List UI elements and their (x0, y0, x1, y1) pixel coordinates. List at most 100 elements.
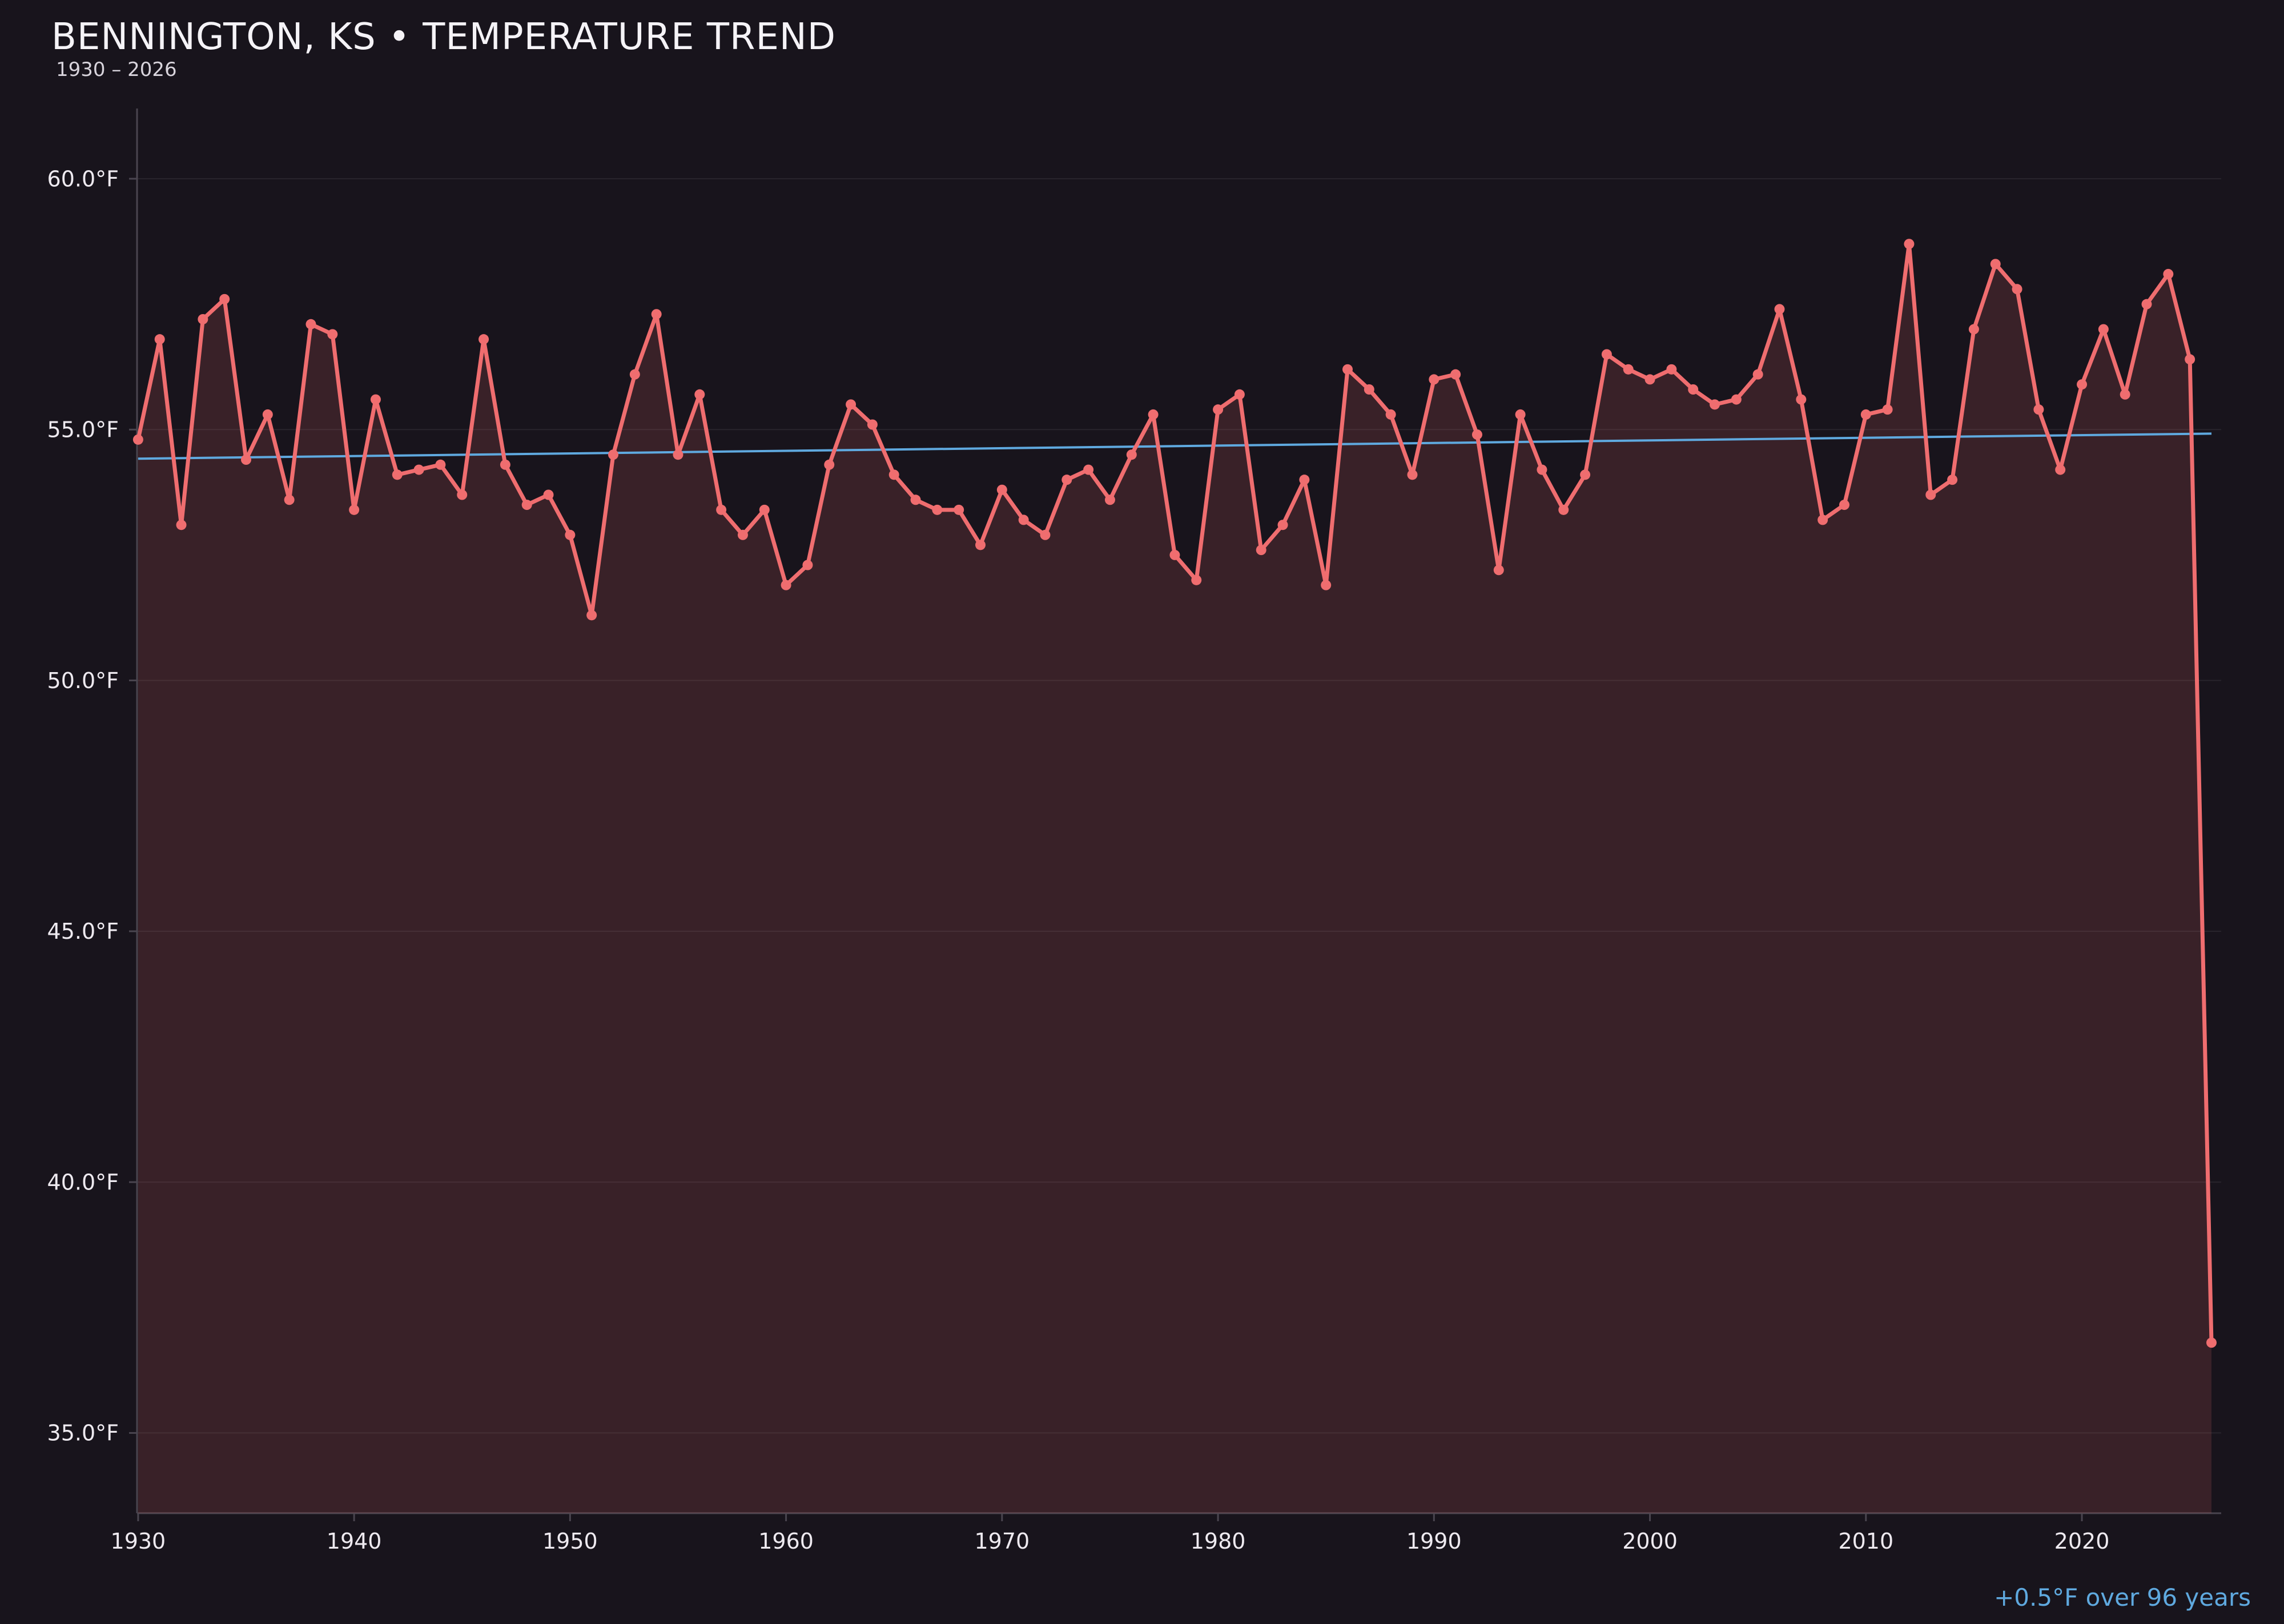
y-tick-label: 45.0°F (47, 919, 119, 944)
data-point (565, 529, 576, 540)
data-point (2098, 324, 2109, 335)
x-tick-label: 1930 (111, 1529, 166, 1554)
data-point (1731, 394, 1742, 405)
data-point (1321, 580, 1332, 590)
data-point (975, 540, 986, 550)
data-point (651, 309, 662, 320)
data-point (716, 504, 727, 515)
data-point (888, 469, 899, 480)
x-tick-label: 2020 (2054, 1529, 2110, 1554)
data-point (1450, 369, 1461, 380)
data-point (867, 419, 878, 430)
data-point (132, 434, 143, 445)
trend-annotation: +0.5°F over 96 years (1994, 1583, 2251, 1611)
data-point (2163, 268, 2174, 279)
x-tick-label: 1950 (542, 1529, 598, 1554)
y-tick-label: 55.0°F (47, 417, 119, 443)
data-point (154, 334, 165, 345)
data-point (910, 495, 921, 505)
data-point (1040, 529, 1051, 540)
x-tick-label: 1940 (327, 1529, 382, 1554)
data-point (1364, 384, 1374, 395)
data-point (1018, 514, 1029, 525)
data-point (176, 520, 187, 530)
data-point (1817, 514, 1828, 525)
data-point (954, 504, 964, 515)
data-point (2206, 1337, 2217, 1348)
data-point (1601, 349, 1612, 360)
data-point (1580, 469, 1591, 480)
data-point (543, 489, 554, 500)
data-point (478, 334, 489, 345)
data-point (284, 495, 295, 505)
data-point (2055, 464, 2066, 475)
data-point (586, 610, 597, 621)
data-point (327, 329, 338, 340)
data-point (1083, 464, 1094, 475)
data-point (608, 449, 619, 460)
data-point (1644, 374, 1655, 385)
data-point (2077, 379, 2088, 390)
data-point (349, 504, 360, 515)
data-point (2012, 284, 2022, 295)
data-point (1904, 239, 1915, 250)
data-point (1213, 404, 1224, 415)
x-tick-label: 1960 (758, 1529, 814, 1554)
data-point (673, 449, 683, 460)
y-tick-label: 60.0°F (47, 166, 119, 191)
data-point (846, 399, 856, 410)
data-point (1947, 475, 1958, 485)
data-point (1839, 500, 1849, 510)
data-point (219, 294, 230, 304)
y-tick-label: 50.0°F (47, 668, 119, 693)
data-point (1104, 495, 1115, 505)
data-point (1429, 374, 1439, 385)
data-point (1148, 409, 1159, 420)
x-tick-label: 1970 (974, 1529, 1030, 1554)
data-point (1407, 469, 1418, 480)
data-point (457, 489, 468, 500)
data-point (2141, 299, 2152, 309)
x-tick-label: 1990 (1406, 1529, 1462, 1554)
data-point (629, 369, 640, 380)
data-point (737, 529, 748, 540)
data-point (996, 484, 1007, 495)
y-tick-label: 35.0°F (47, 1421, 119, 1446)
data-point (1385, 409, 1396, 420)
data-point (2120, 389, 2130, 400)
data-point (1537, 464, 1547, 475)
data-point (1752, 369, 1763, 380)
chart-header: BENNINGTON, KS • TEMPERATURE TREND 1930 … (51, 16, 837, 82)
area-fill (138, 244, 2211, 1513)
data-point (370, 394, 381, 405)
data-point (262, 409, 273, 420)
data-point (1126, 449, 1137, 460)
data-point (1990, 259, 2001, 270)
data-point (413, 464, 424, 475)
data-point (1061, 475, 1072, 485)
data-point (1710, 399, 1720, 410)
data-point (824, 459, 835, 470)
data-point (1515, 409, 1526, 420)
data-point (2033, 404, 2044, 415)
data-point (521, 500, 532, 510)
data-point (1558, 504, 1569, 515)
data-point (1774, 304, 1785, 315)
data-point (694, 389, 705, 400)
data-point (1968, 324, 1979, 335)
data-point (1925, 489, 1936, 500)
chart-subtitle: 1930 – 2026 (56, 58, 177, 82)
data-point (1342, 364, 1353, 375)
data-point (1191, 574, 1202, 585)
data-point (802, 560, 813, 570)
x-tick-label: 1980 (1191, 1529, 1246, 1554)
data-point (435, 459, 446, 470)
data-point (1169, 549, 1180, 560)
chart-title: BENNINGTON, KS • TEMPERATURE TREND (51, 16, 837, 58)
data-point (305, 319, 316, 329)
data-point (1234, 389, 1245, 400)
data-point (1688, 384, 1699, 395)
data-point (1882, 404, 1893, 415)
